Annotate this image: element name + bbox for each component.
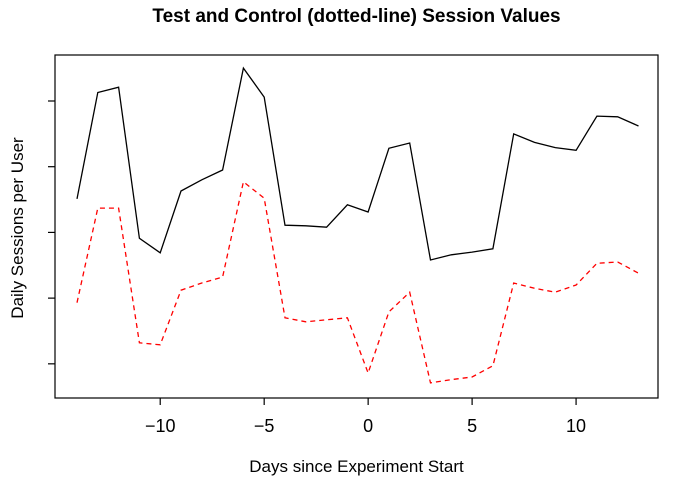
series-line-control xyxy=(76,180,639,384)
x-tick-label: −5 xyxy=(254,416,275,436)
x-tick-label: 5 xyxy=(467,416,477,436)
series-line-test xyxy=(76,66,639,261)
x-axis-label: Days since Experiment Start xyxy=(249,457,464,476)
x-tick-label: 10 xyxy=(566,416,586,436)
chart-title: Test and Control (dotted-line) Session V… xyxy=(152,6,561,27)
y-axis-label: Daily Sessions per User xyxy=(8,137,27,319)
plot-border xyxy=(54,54,659,399)
x-tick-label: 0 xyxy=(363,416,373,436)
x-tick-label: −10 xyxy=(145,416,176,436)
